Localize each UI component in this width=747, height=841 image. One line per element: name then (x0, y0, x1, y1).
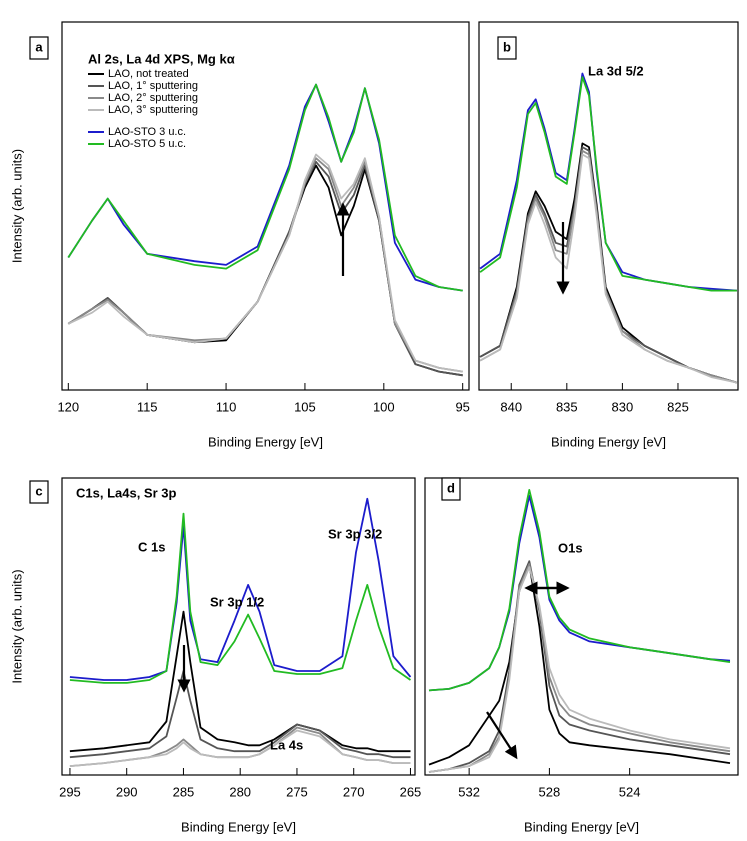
plot-frame (424, 477, 739, 776)
x-tick-label: 110 (216, 399, 237, 414)
spectrum-line (67, 160, 463, 377)
spectrum-line (479, 72, 737, 292)
annotation: Al 2s, La 4d XPS, Mg kα (88, 51, 235, 66)
spectrum-line (479, 153, 738, 384)
x-tick-label: 532 (458, 784, 480, 799)
x-tick-label: 105 (294, 399, 316, 414)
spectrum-line (67, 153, 463, 373)
legend-label: LAO, 1° sputtering (108, 80, 198, 92)
spectrum-line (69, 610, 411, 753)
annotation: La 3d 5/2 (588, 63, 644, 78)
spectrum-line (69, 729, 411, 767)
plot-frame (61, 477, 416, 776)
legend-label: LAO, 3° sputtering (108, 104, 198, 116)
annotation: C 1s (138, 539, 165, 554)
x-tick-label: 295 (59, 784, 81, 799)
panel-label-box (29, 36, 49, 60)
annotation: O1s (558, 540, 583, 555)
panel-label: b (503, 39, 511, 54)
y-axis-label: Intensity (arb. units) (9, 569, 24, 683)
x-tick-label: 120 (57, 399, 79, 414)
panel-label: c (35, 483, 42, 498)
spectrum-line (479, 146, 738, 384)
spectrum-line (67, 164, 463, 377)
x-tick-label: 100 (373, 399, 395, 414)
spectrum-line (428, 566, 731, 773)
spectrum-line (67, 83, 463, 292)
arrow (486, 711, 518, 760)
plot-frame (478, 21, 739, 391)
legend-label: LAO, not treated (108, 68, 189, 80)
spectrum-line (428, 560, 731, 773)
spectrum-line (69, 512, 412, 684)
x-tick-label: 528 (539, 784, 561, 799)
annotation: Sr 3p 3/2 (328, 526, 382, 541)
panel-label: a (35, 39, 43, 54)
x-tick-label: 270 (343, 784, 365, 799)
legend-label: LAO-STO 5 u.c. (108, 138, 186, 150)
spectrum-line (69, 497, 412, 681)
x-tick-label: 825 (667, 399, 689, 414)
x-tick-label: 835 (556, 399, 578, 414)
x-axis-label: Binding Energy [eV] (208, 434, 323, 449)
spectrum-line (479, 149, 738, 384)
x-tick-label: 265 (400, 784, 422, 799)
x-axis-label: Binding Energy [eV] (551, 434, 666, 449)
x-tick-label: 95 (455, 399, 469, 414)
panel-label: d (447, 480, 455, 495)
spectrum-line (428, 489, 731, 692)
plot-frame (61, 21, 470, 391)
spectrum-line (67, 157, 463, 373)
x-tick-label: 285 (173, 784, 195, 799)
spectrum-line (479, 76, 737, 292)
x-axis-label: Binding Energy [eV] (524, 819, 639, 834)
spectrum-line (428, 563, 731, 766)
x-tick-label: 280 (229, 784, 251, 799)
x-tick-label: 115 (137, 399, 158, 414)
y-axis-label: Intensity (arb. units) (9, 149, 24, 263)
legend-label: LAO, 2° sputtering (108, 92, 198, 104)
panel-label-box (497, 36, 517, 60)
x-tick-label: 275 (286, 784, 308, 799)
x-tick-label: 830 (612, 399, 634, 414)
panel-label-box (441, 477, 461, 501)
annotation: C1s, La4s, Sr 3p (76, 485, 176, 500)
panel-label-box (29, 480, 49, 504)
x-tick-label: 524 (619, 784, 641, 799)
x-tick-label: 840 (500, 399, 522, 414)
spectrum-line (428, 494, 731, 692)
x-axis-label: Binding Energy [eV] (181, 819, 296, 834)
x-tick-label: 290 (116, 784, 138, 799)
spectrum-line (69, 670, 411, 759)
annotation: La 4s (270, 737, 303, 752)
legend-label: LAO-STO 3 u.c. (108, 126, 186, 138)
annotation: Sr 3p 1/2 (210, 594, 264, 609)
